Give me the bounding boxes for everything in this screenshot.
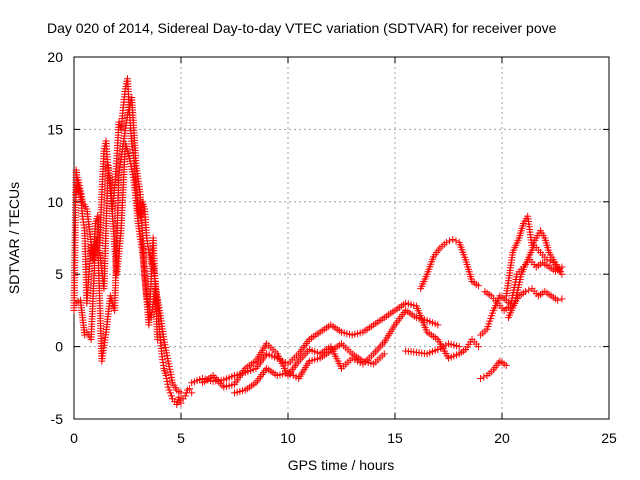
data-point	[474, 282, 482, 290]
data-point	[449, 235, 457, 243]
data-point	[164, 380, 172, 388]
data-point	[186, 385, 194, 393]
data-point	[554, 296, 562, 304]
data-point	[446, 237, 454, 245]
y-tick-label: 0	[55, 339, 63, 355]
data-point	[167, 392, 175, 400]
data-point	[296, 355, 304, 363]
data-point	[502, 361, 510, 369]
data-point	[477, 374, 485, 382]
data-point	[474, 343, 482, 351]
data-point	[546, 257, 554, 265]
y-tick-label: 10	[47, 194, 63, 210]
x-tick-label: 25	[601, 430, 617, 446]
data-point	[558, 295, 566, 303]
data-point	[442, 238, 450, 246]
y-tick-label: -5	[51, 411, 64, 427]
data-point	[375, 344, 383, 352]
data-points	[70, 75, 566, 409]
data-point	[556, 267, 564, 275]
data-point	[181, 392, 189, 400]
data-point	[163, 374, 171, 382]
data-point	[177, 389, 185, 397]
data-point	[163, 377, 171, 385]
data-point	[188, 389, 196, 397]
data-point	[166, 389, 174, 397]
x-tick-label: 20	[494, 430, 510, 446]
data-point	[522, 288, 530, 296]
x-tick-label: 10	[280, 430, 296, 446]
x-axis-label: GPS time / hours	[288, 457, 395, 473]
y-tick-label: 15	[47, 121, 63, 137]
data-point	[211, 373, 219, 381]
data-point	[525, 286, 533, 294]
data-point	[543, 256, 551, 264]
data-point	[218, 381, 226, 389]
data-point	[455, 343, 463, 351]
x-tick-label: 0	[70, 430, 78, 446]
data-point	[164, 383, 172, 391]
x-tick-label: 15	[387, 430, 403, 446]
axis-ticks: 0 5 10 15 20 25 -5 0 5 10 15 20	[47, 49, 617, 446]
data-point	[162, 372, 170, 380]
y-tick-label: 5	[55, 266, 63, 282]
data-point	[165, 386, 173, 394]
data-point	[377, 342, 385, 350]
data-point	[380, 350, 388, 358]
chart-title: Day 020 of 2014, Sidereal Day-to-day VTE…	[47, 20, 557, 36]
y-tick-label: 20	[47, 49, 63, 65]
x-tick-label: 5	[177, 430, 185, 446]
data-point	[371, 348, 379, 356]
data-point	[434, 321, 442, 329]
data-point	[373, 346, 381, 354]
data-point	[176, 396, 184, 404]
data-point	[452, 237, 460, 245]
data-point	[177, 399, 185, 407]
data-point	[480, 373, 488, 381]
y-axis-label: SDTVAR / TECUs	[6, 182, 22, 294]
data-point	[153, 335, 161, 343]
